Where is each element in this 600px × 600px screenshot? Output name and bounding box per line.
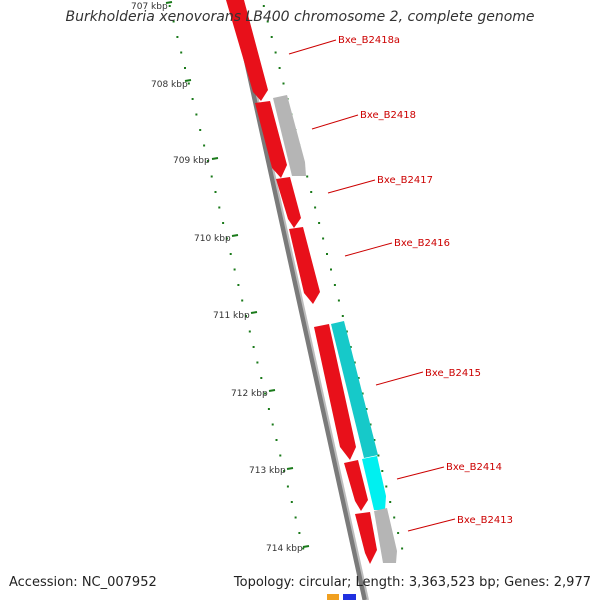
chromosome-backbone <box>230 0 368 600</box>
leader-line <box>288 39 337 55</box>
kbp-major-tick <box>268 389 276 392</box>
gene-track-bottom-partial <box>327 594 356 600</box>
gene-bxe-b2415-red-arrow[interactable] <box>314 324 356 460</box>
gene-label-bxe-b2416[interactable]: Bxe_B2416 <box>394 238 450 249</box>
gene-bxe-b2414-red-arrow[interactable] <box>344 460 368 511</box>
leader-line <box>396 466 445 480</box>
leader-line <box>311 114 359 130</box>
genome-summary-text: Topology: circular; Length: 3,363,523 bp… <box>233 575 591 590</box>
kbp-label: 713 kbp <box>249 466 286 476</box>
gene-label-bxe-b2413[interactable]: Bxe_B2413 <box>457 515 513 526</box>
chromosome-backbone-highlight <box>235 0 369 600</box>
kbp-major-tick <box>184 79 192 82</box>
leader-line <box>327 179 376 194</box>
gene-bxe-b2417-arrow-lower[interactable] <box>276 177 301 228</box>
gene-track-inner <box>226 0 377 564</box>
gene-label-bxe-b2414[interactable]: Bxe_B2414 <box>446 462 502 473</box>
leader-line <box>344 242 393 257</box>
leader-line <box>375 371 424 386</box>
kbp-label: 711 kbp <box>213 311 250 321</box>
gene-bxe-b2414-body[interactable] <box>362 456 386 510</box>
gene-bxe-b2415-body[interactable] <box>331 321 378 458</box>
kbp-ruler-major-ticks <box>165 1 310 548</box>
kbp-major-tick <box>211 157 219 160</box>
accession-text: Accession: NC_007952 <box>9 575 157 590</box>
gene-label-bxe-b2417[interactable]: Bxe_B2417 <box>377 175 433 186</box>
kbp-major-tick <box>250 311 258 314</box>
gene-bxe-b2413-red-arrow[interactable] <box>355 512 377 564</box>
kbp-major-tick <box>302 545 310 548</box>
gene-bxe-b2418a-arrow[interactable] <box>226 0 268 101</box>
kbp-major-tick <box>286 467 294 470</box>
kbp-label: 714 kbp <box>266 544 303 554</box>
kbp-label: 707 kbp <box>131 2 168 12</box>
kbp-label: 708 kbp <box>151 80 188 90</box>
genome-title: Burkholderia xenovorans LB400 chromosome… <box>65 9 535 25</box>
gene-bxe-b2417-arrow-upper[interactable] <box>255 101 287 178</box>
kbp-label: 710 kbp <box>194 234 231 244</box>
kbp-major-tick <box>231 234 239 237</box>
gene-label-bxe-b2418a[interactable]: Bxe_B2418a <box>338 35 400 46</box>
gene-label-bxe-b2418[interactable]: Bxe_B2418 <box>360 110 416 121</box>
kbp-labels: 707 kbp 708 kbp 709 kbp 710 kbp 711 kbp … <box>131 2 303 554</box>
gene-bxe-b2413-body[interactable] <box>374 508 397 563</box>
gene-labels: Bxe_B2418a Bxe_B2418 Bxe_B2417 Bxe_B2416… <box>338 35 513 526</box>
leader-line <box>407 518 456 532</box>
gene-partial-blue <box>343 594 356 600</box>
gene-label-bxe-b2415[interactable]: Bxe_B2415 <box>425 368 481 379</box>
gene-track-outer <box>273 95 397 563</box>
kbp-label: 712 kbp <box>231 389 268 399</box>
kbp-label: 709 kbp <box>173 156 210 166</box>
gene-bxe-b2418-body[interactable] <box>273 95 306 176</box>
kbp-major-tick <box>165 1 173 4</box>
gene-bxe-b2416-arrow[interactable] <box>289 227 320 304</box>
gene-partial-orange <box>327 594 339 600</box>
gene-label-leaders <box>288 39 456 532</box>
